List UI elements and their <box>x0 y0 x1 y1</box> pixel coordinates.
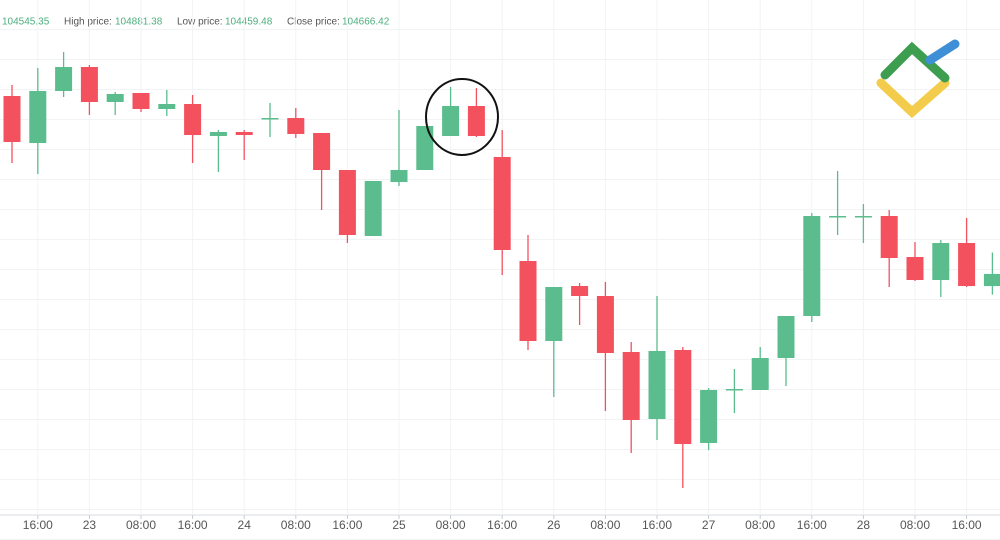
candle-body <box>622 352 640 420</box>
candle-body <box>880 216 898 258</box>
candle-body <box>132 93 150 109</box>
candle-body <box>493 157 511 250</box>
x-tick-label: 27 <box>702 518 716 532</box>
x-tick-label: 08:00 <box>900 518 930 532</box>
candle-body <box>416 126 434 170</box>
x-tick-label: 16:00 <box>178 518 208 532</box>
candle-body <box>674 350 692 444</box>
candle-body <box>209 132 227 136</box>
high-label: High price: <box>64 17 112 28</box>
candle-body <box>958 243 976 286</box>
x-tick-label: 26 <box>547 518 561 532</box>
close-label: Close price: <box>287 17 340 28</box>
candle-body <box>751 358 769 390</box>
candle-body <box>106 94 124 102</box>
candle-body <box>854 216 872 218</box>
candle-body <box>648 351 666 419</box>
candle-body <box>725 389 743 391</box>
candle-body <box>906 257 924 280</box>
close-value: 104666.42 <box>342 17 390 28</box>
highlight-circle <box>425 78 499 156</box>
x-tick-label: 16:00 <box>332 518 362 532</box>
candles <box>3 0 1000 515</box>
x-tick-label: 08:00 <box>126 518 156 532</box>
candle-body <box>983 273 1000 287</box>
candle-body <box>390 170 408 182</box>
candle-body <box>80 67 98 102</box>
x-tick-label: 24 <box>238 518 252 532</box>
open-value: 104545.35 <box>2 17 50 28</box>
x-tick-label: 25 <box>392 518 406 532</box>
low-value: 104459.48 <box>225 17 273 28</box>
logo <box>876 39 960 119</box>
x-tick-label: 23 <box>83 518 97 532</box>
x-tick-label: 16:00 <box>487 518 517 532</box>
x-tick-label: 16:00 <box>23 518 53 532</box>
x-tick-label: 16:00 <box>642 518 672 532</box>
candle-body <box>571 286 589 296</box>
x-tick-label: 08:00 <box>745 518 775 532</box>
candle-body <box>261 118 279 120</box>
candle-body <box>287 118 305 134</box>
candle-body <box>803 216 821 316</box>
candle-body <box>777 316 795 358</box>
high-value: 104881.38 <box>115 17 163 28</box>
candle-body <box>184 104 202 135</box>
candle-body <box>338 170 356 235</box>
x-tick-label: 28 <box>857 518 871 532</box>
candle-body <box>519 261 537 341</box>
candle-body <box>700 390 718 443</box>
candle-body <box>55 67 73 91</box>
x-tick-label: 16:00 <box>952 518 982 532</box>
candle-body <box>364 181 382 236</box>
candle-body <box>467 106 485 136</box>
candle-body <box>29 91 47 143</box>
candle-body <box>596 296 614 353</box>
x-tick-label: 08:00 <box>590 518 620 532</box>
candle-body <box>158 104 176 109</box>
candle-body <box>545 287 563 341</box>
candle-body <box>829 216 847 218</box>
x-tick-label: 08:00 <box>281 518 311 532</box>
x-tick-label: 16:00 <box>797 518 827 532</box>
candle-body <box>235 132 253 135</box>
candle-body <box>932 243 950 280</box>
x-tick-label: 08:00 <box>436 518 466 532</box>
candle-body <box>313 133 331 170</box>
candle-body <box>3 96 21 142</box>
candle-body <box>442 106 460 136</box>
low-label: Low price: <box>177 17 223 28</box>
